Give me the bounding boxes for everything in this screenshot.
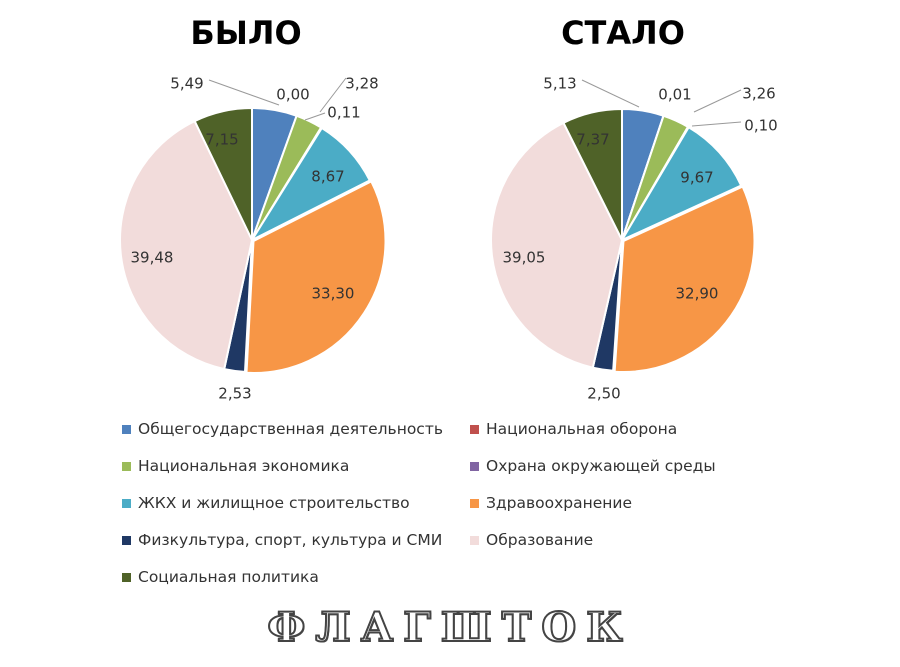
legend-swatch	[470, 424, 479, 434]
legend-swatch	[122, 498, 131, 508]
legend-swatch	[122, 461, 131, 471]
pie-slice	[619, 125, 743, 243]
pie-slice	[490, 121, 624, 369]
pie-slice	[562, 107, 623, 241]
data-label: 39,48	[131, 249, 174, 267]
legend-swatch	[122, 535, 131, 545]
legend-swatch	[122, 424, 131, 434]
data-label: 2,53	[218, 385, 251, 403]
data-label: 3,26	[742, 85, 775, 103]
data-label: 0,01	[658, 86, 691, 104]
pie-chart-after: 5,13 0,01 3,26 0,10 9,67 32,90 2,50 39,05 7,37 СТ…	[490, 14, 778, 403]
data-label: 5,49	[170, 75, 203, 93]
legend-item: Охрана окружающей среды	[470, 455, 762, 477]
legend-label: ЖКХ и жилищное строительство	[138, 494, 410, 512]
data-label: 7,15	[205, 131, 238, 149]
data-label: 2,50	[587, 385, 620, 403]
legend-item: Национальная экономика	[122, 455, 470, 477]
legend-label: Образование	[486, 531, 594, 549]
data-label: 0,11	[327, 104, 360, 122]
legend-item: Социальная политика	[122, 566, 470, 588]
data-label: 8,67	[311, 168, 344, 186]
data-label: 32,90	[676, 285, 719, 303]
legend-swatch	[470, 461, 479, 471]
legend-item: Национальная оборона	[470, 418, 762, 440]
data-label: 9,67	[680, 169, 713, 187]
chart-title: СТАЛО	[561, 14, 685, 52]
brand-logo: ФЛАГШТОК	[266, 603, 633, 652]
legend-item: Образование	[470, 529, 762, 551]
legend-swatch	[470, 498, 479, 508]
pie-slice	[249, 126, 372, 243]
label-leader-line	[693, 89, 742, 113]
label-leader-line	[581, 79, 640, 108]
pie-slice	[245, 180, 387, 374]
legend-label: Охрана окружающей среды	[486, 457, 716, 475]
pie-slice	[193, 106, 253, 241]
legend-label: Национальная оборона	[486, 420, 678, 438]
data-label: 7,37	[576, 131, 609, 149]
label-leader-line	[208, 79, 280, 106]
legend-item: Здравоохранение	[470, 492, 762, 514]
pie-slice	[613, 185, 756, 374]
pie-chart-before: 5,49 0,00 3,28 0,11 8,67 33,30 2,53 39,48 7,15 БЫ…	[119, 14, 387, 403]
legend-label: Физкультура, спорт, культура и СМИ	[138, 531, 443, 549]
data-label: 5,13	[543, 75, 576, 93]
legend-swatch	[470, 535, 479, 545]
legend-label: Общегосударственная деятельность	[138, 420, 443, 438]
label-leader-line	[319, 77, 347, 113]
legend-item: Общегосударственная деятельность	[122, 418, 470, 440]
legend-swatch	[122, 572, 131, 582]
data-label: 33,30	[312, 285, 355, 303]
pie-slice	[119, 119, 254, 371]
legend-item: Физкультура, спорт, культура и СМИ	[122, 529, 470, 551]
label-leader-line	[304, 112, 326, 121]
data-label: 0,10	[744, 117, 777, 135]
legend-item: ЖКХ и жилищное строительство	[122, 492, 470, 514]
data-label: 0,00	[276, 86, 309, 104]
chart-title: БЫЛО	[190, 14, 301, 52]
legend-label: Здравоохранение	[486, 494, 633, 512]
pie-charts-area: 5,49 0,00 3,28 0,11 8,67 33,30 2,53 39,48 7,15 БЫ…	[119, 14, 778, 403]
data-label: 3,28	[345, 75, 378, 93]
chart-legend: Общегосударственная деятельность Национал…	[122, 418, 762, 588]
legend-label: Социальная политика	[138, 568, 319, 586]
data-label: 39,05	[503, 249, 546, 267]
legend-label: Национальная экономика	[138, 457, 350, 475]
label-leader-line	[691, 121, 742, 127]
